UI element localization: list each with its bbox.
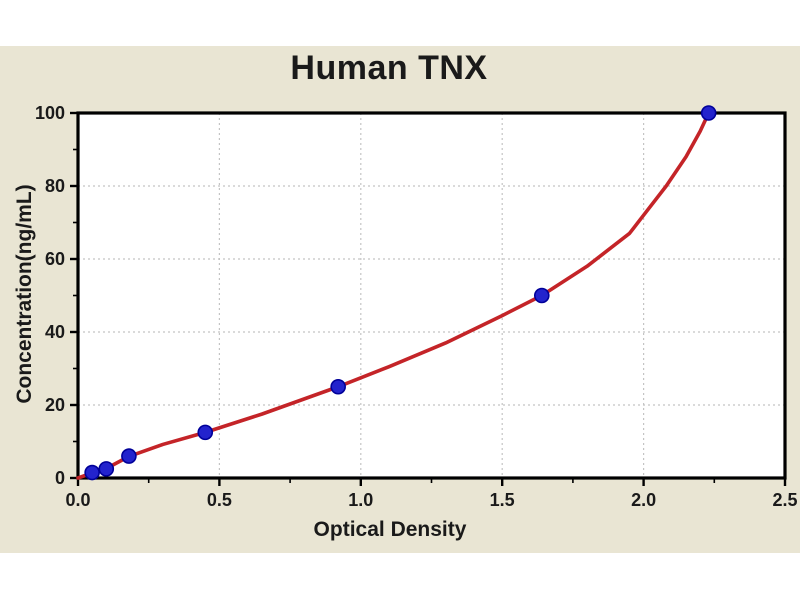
data-point: [330, 378, 346, 395]
data-point: [121, 448, 137, 464]
chart-title: Human TNX: [290, 49, 488, 87]
x-tick-label: 2.0: [631, 490, 656, 510]
y-tick-label: 100: [35, 103, 65, 123]
y-tick-label: 80: [45, 176, 65, 196]
data-point: [98, 461, 115, 477]
data-point: [533, 287, 550, 304]
y-tick-label: 0: [55, 468, 65, 488]
x-axis-label: Optical Density: [313, 518, 467, 541]
data-point: [84, 464, 100, 481]
y-tick-label: 40: [45, 322, 65, 342]
x-tick-label: 1.0: [348, 490, 373, 510]
y-tick-label: 20: [45, 395, 65, 415]
x-tick-label: 1.5: [490, 490, 515, 510]
y-tick-label: 60: [45, 249, 65, 269]
x-tick-label: 0.5: [207, 490, 232, 510]
plot-background: [78, 113, 785, 478]
data-point: [197, 424, 214, 441]
x-tick-label: 0.0: [65, 490, 90, 510]
x-tick-label: 2.5: [772, 490, 797, 510]
data-point: [700, 105, 717, 121]
